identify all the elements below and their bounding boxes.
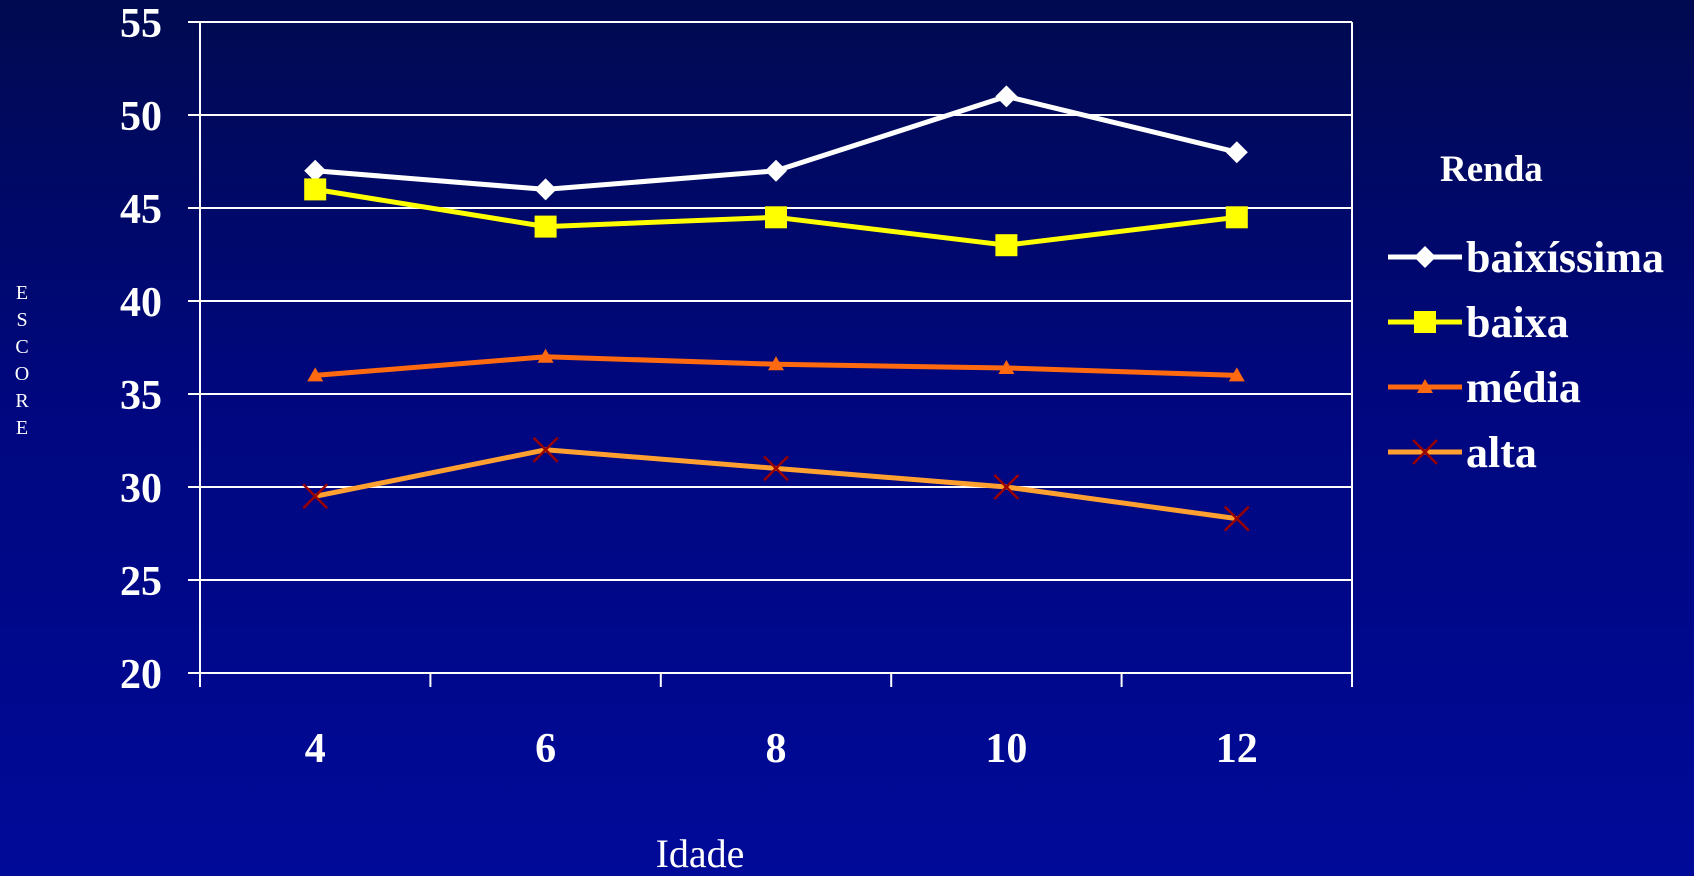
legend-label: alta — [1466, 427, 1537, 477]
data-point — [995, 234, 1018, 257]
data-point — [534, 178, 557, 201]
series-2 — [307, 348, 1245, 382]
data-point — [1225, 206, 1248, 229]
legend-label: baixa — [1466, 297, 1569, 347]
data-point — [763, 455, 789, 482]
y-tick-label: 40 — [120, 280, 162, 326]
data-point — [532, 436, 559, 463]
axes — [188, 21, 1353, 687]
legend-item: média — [1386, 362, 1581, 412]
y-tick-label: 55 — [120, 1, 162, 47]
y-tick-label: 25 — [120, 559, 162, 605]
data-point — [304, 159, 327, 182]
x-tick-label: 10 — [985, 726, 1027, 772]
y-tick-label: 35 — [120, 373, 162, 419]
x-tick-label: 4 — [305, 726, 326, 772]
x-tick-label: 8 — [766, 726, 787, 772]
data-point — [1225, 141, 1248, 164]
legend-item: baixa — [1386, 297, 1569, 347]
x-tick-label: 12 — [1216, 726, 1258, 772]
data-point — [765, 206, 787, 229]
series-group — [302, 85, 1250, 532]
y-tick-label: 30 — [120, 466, 162, 512]
data-point — [768, 356, 784, 371]
series-0 — [304, 85, 1248, 201]
data-point — [995, 85, 1018, 108]
x-tick-labels: 4 6 8 10 12 — [305, 726, 1258, 772]
data-point — [1223, 505, 1250, 532]
legend-swatch — [1388, 379, 1462, 393]
gridlines — [200, 21, 1352, 581]
data-point — [537, 348, 554, 363]
series-line — [314, 447, 1238, 522]
data-point — [1414, 311, 1436, 333]
legend-title: Renda — [1440, 149, 1543, 190]
y-tick-label: 20 — [120, 652, 162, 698]
data-point — [1412, 439, 1438, 465]
data-point — [302, 483, 329, 510]
legend-swatch — [1388, 439, 1462, 465]
data-point — [993, 474, 1020, 500]
data-point — [1228, 367, 1245, 382]
data-point — [307, 367, 324, 382]
x-axis-title: Idade — [655, 831, 745, 876]
legend-swatch — [1388, 311, 1462, 333]
x-tick-label: 6 — [535, 726, 556, 772]
data-point — [998, 359, 1015, 374]
data-point — [304, 178, 327, 201]
data-point — [534, 215, 557, 238]
legend-item: baixíssima — [1386, 232, 1664, 282]
y-tick-label: 45 — [120, 187, 162, 233]
legend-label: média — [1466, 362, 1581, 412]
data-point — [1414, 246, 1436, 268]
data-point — [1417, 379, 1433, 393]
data-point — [765, 159, 787, 182]
series-1 — [304, 178, 1248, 257]
legend-swatch — [1388, 246, 1462, 268]
series-3 — [302, 436, 1250, 532]
y-tick-label: 50 — [120, 94, 162, 140]
y-tick-labels: 20 25 30 35 40 45 50 55 — [120, 1, 162, 698]
legend-label: baixíssima — [1466, 232, 1665, 282]
legend-item: alta — [1386, 427, 1537, 477]
